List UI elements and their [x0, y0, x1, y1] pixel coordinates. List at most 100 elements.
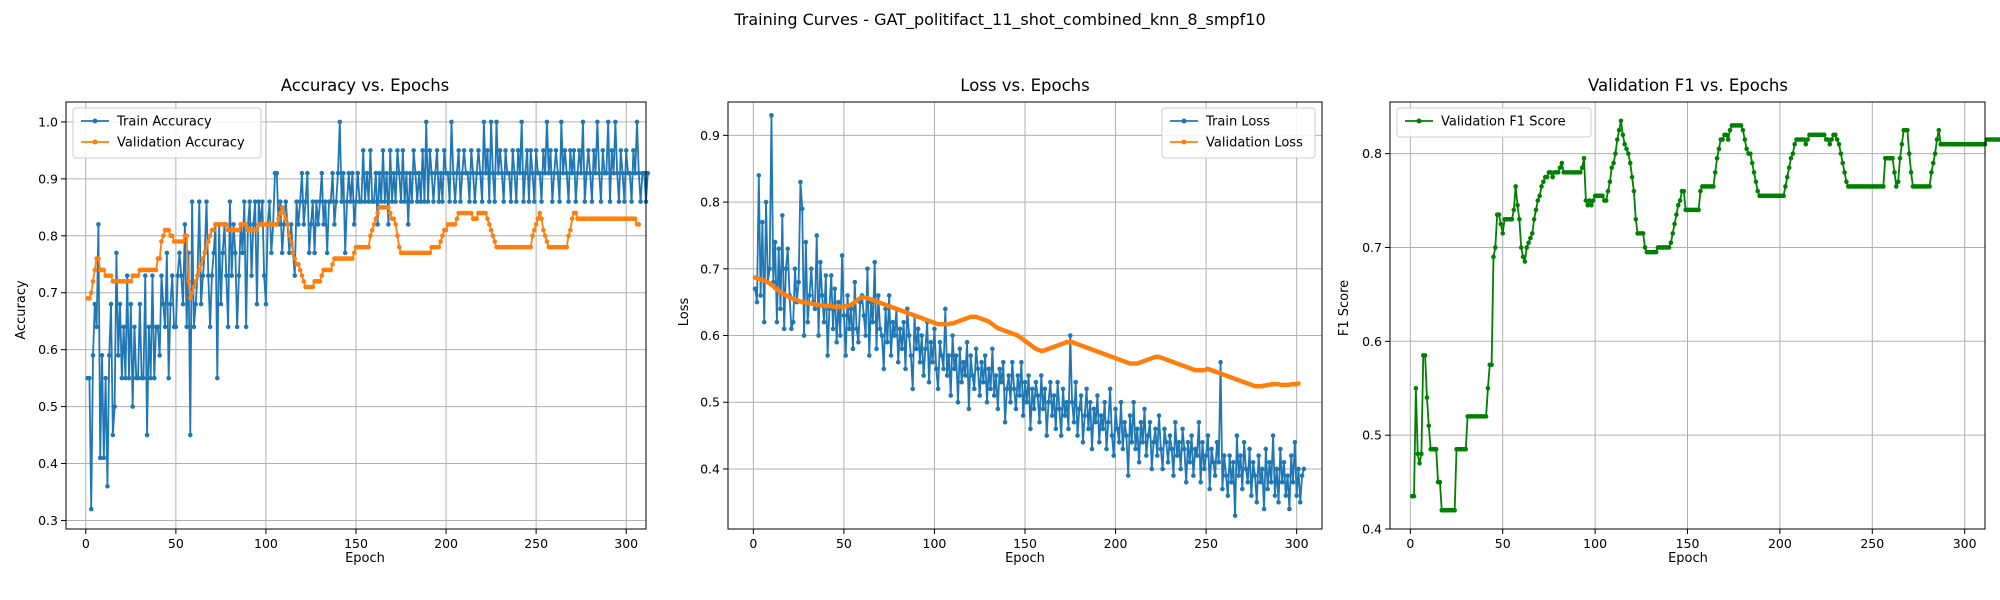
accuracy-x-tick-label: 150 [344, 536, 368, 551]
f1-data-point [1751, 170, 1757, 175]
accuracy-data-point [195, 273, 200, 278]
loss-data-point [1039, 373, 1044, 378]
accuracy-data-point [636, 170, 642, 176]
loss-data-point [914, 346, 919, 352]
loss-data-point [1263, 446, 1269, 452]
accuracy-data-point [414, 199, 420, 204]
accuracy-data-point [209, 273, 215, 278]
accuracy-data-point [312, 250, 317, 256]
loss-data-point [1122, 419, 1127, 425]
loss-data-point [990, 346, 995, 352]
f1-data-point [1587, 198, 1592, 203]
loss-data-point [999, 379, 1004, 385]
f1-data-point [1640, 231, 1646, 236]
accuracy-data-point [206, 239, 211, 244]
f1-series-line-validation-f1-score [1412, 119, 2000, 512]
loss-data-point [1040, 406, 1046, 412]
accuracy-data-point [391, 216, 397, 222]
accuracy-data-point [506, 170, 512, 176]
accuracy-data-point [395, 233, 400, 239]
f1-y-tick-label: 0.8 [1362, 146, 1382, 161]
accuracy-data-point [465, 170, 470, 176]
f1-data-point [1559, 160, 1565, 166]
accuracy-data-point [196, 199, 202, 204]
loss-data-point [1223, 473, 1229, 478]
accuracy-data-point [496, 170, 501, 176]
accuracy-data-point [184, 233, 189, 239]
loss-data-point [1301, 466, 1307, 472]
f1-data-point [1620, 132, 1626, 138]
accuracy-data-point [497, 148, 503, 153]
loss-data-point [955, 399, 961, 405]
loss-data-point [977, 393, 983, 398]
accuracy-data-point [187, 432, 193, 438]
accuracy-data-point [436, 244, 442, 250]
f1-axes-frame [1389, 101, 1986, 530]
accuracy-data-point [351, 250, 357, 256]
accuracy-y-tick-label: 0.8 [38, 228, 58, 243]
f1-legend-label: Validation F1 Score [1441, 115, 1566, 130]
loss-data-point [1087, 399, 1093, 405]
f1-data-point [1792, 141, 1797, 147]
loss-data-point [1249, 493, 1254, 498]
accuracy-data-point [292, 256, 298, 261]
f1-data-point [1605, 188, 1611, 194]
accuracy-data-point [523, 170, 528, 176]
accuracy-data-point [485, 148, 490, 153]
accuracy-data-point [382, 199, 388, 204]
accuracy-data-point [613, 119, 618, 125]
loss-data-point [1214, 439, 1220, 445]
accuracy-data-point [454, 216, 460, 222]
f1-data-point [1557, 165, 1563, 170]
loss-data-point [941, 366, 946, 372]
accuracy-data-point [413, 170, 418, 176]
f1-data-point [1426, 423, 1432, 429]
loss-data-point [1002, 419, 1008, 425]
accuracy-data-point [589, 199, 595, 204]
accuracy-data-point [191, 284, 197, 290]
accuracy-data-point [542, 233, 548, 239]
loss-data-point [1274, 466, 1280, 472]
accuracy-data-point [256, 199, 262, 204]
f1-x-tick-label: 300 [1953, 536, 1977, 551]
loss-data-point [1060, 386, 1066, 392]
loss-data-point [1077, 406, 1082, 412]
accuracy-data-point [366, 199, 371, 204]
loss-data-point [1058, 433, 1064, 438]
accuracy-data-point [305, 170, 310, 176]
accuracy-data-point [87, 296, 92, 301]
accuracy-data-point [368, 148, 373, 153]
accuracy-data-point [420, 148, 425, 153]
f1-data-point [1616, 127, 1622, 133]
loss-data-point [866, 353, 872, 358]
f1-data-point [1672, 221, 1677, 227]
accuracy-data-point [274, 222, 280, 227]
accuracy-data-point [97, 455, 103, 461]
accuracy-data-point [562, 148, 568, 153]
accuracy-x-axis-label: Epoch [345, 551, 385, 566]
accuracy-data-point [135, 375, 141, 381]
loss-data-point [1033, 379, 1039, 385]
loss-y-tick-label: 0.6 [700, 328, 720, 343]
loss-data-point [834, 339, 839, 345]
accuracy-data-point [528, 148, 534, 153]
accuracy-data-point [288, 239, 294, 244]
f1-data-point [1524, 245, 1530, 250]
accuracy-data-point [396, 244, 402, 250]
loss-data-point [1075, 433, 1080, 438]
loss-data-point [1093, 419, 1098, 425]
f1-data-point [1906, 151, 1912, 156]
accuracy-data-point [627, 170, 633, 176]
accuracy-data-point [387, 210, 393, 216]
accuracy-data-point [153, 267, 159, 273]
f1-data-point [1929, 170, 1934, 175]
accuracy-data-point [386, 222, 391, 227]
accuracy-data-point [533, 148, 539, 153]
accuracy-data-point [281, 210, 287, 216]
loss-x-tick-label: 50 [836, 536, 852, 551]
accuracy-data-point [492, 239, 498, 244]
accuracy-data-point [350, 256, 355, 261]
loss-data-point [1261, 506, 1267, 512]
f1-data-point [1613, 151, 1618, 156]
accuracy-series-validation-accuracy [85, 205, 642, 301]
